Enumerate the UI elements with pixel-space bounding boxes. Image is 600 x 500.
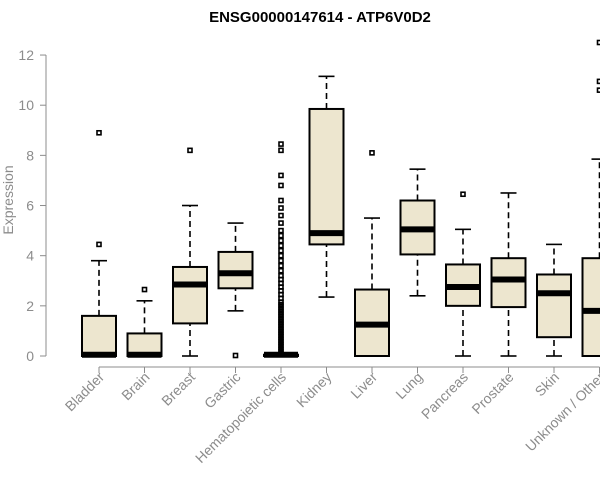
outlier-point [278,262,284,269]
outlier-point [278,205,284,211]
box-iqr [490,257,527,309]
box-iqr [217,250,254,290]
box-group [172,147,208,357]
outlier-point [96,241,102,248]
outlier-point [278,257,284,264]
box-iqr [81,314,117,358]
box-group [536,243,572,357]
outlier-point [278,232,284,239]
x-tick-label: Kidney [293,369,335,411]
x-tick-label: Brain [118,369,152,403]
plot-area [81,39,600,359]
outlier-point [278,227,284,234]
outlier-point [278,272,284,279]
outlier-point [278,147,284,154]
outlier-point [278,252,284,259]
x-tick-label: Skin [532,369,563,400]
box-iqr [581,257,600,357]
y-tick-label: 8 [26,147,34,163]
box-iqr [308,107,345,246]
y-tick-label: 0 [26,348,34,364]
outlier-point [369,150,375,156]
x-tick-label: Gastric [201,369,244,412]
x-tick-label: Unknown / Other [522,369,600,455]
x-tick-label: Prostate [468,369,516,417]
box-group [445,191,481,357]
x-tick-label: Bladder [62,369,108,415]
x-tick-label: Pancreas [418,369,471,422]
y-tick-label: 4 [26,248,34,264]
chart-title: ENSG00000147614 - ATP6V0D2 [209,9,431,26]
outlier-point [278,212,284,219]
outlier-point [278,182,284,189]
box-iqr [536,273,572,339]
outlier-point [96,129,102,136]
y-tick-label: 6 [26,198,34,214]
outlier-point [278,197,284,204]
outlier-point [278,247,284,254]
box-group [126,286,163,358]
y-tick-label: 10 [18,97,34,113]
y-axis: 0 2 4 6 8 10 12 [18,47,47,364]
box-group [399,168,436,297]
box-group [217,222,254,359]
y-tick-label: 2 [26,298,34,314]
outlier-point [141,286,148,293]
outlier-point [278,242,284,249]
outlier-point [278,237,284,244]
outlier-point [232,352,239,359]
box-group [308,75,345,298]
box-group [581,39,600,357]
x-tick-label: Lung [392,369,425,402]
outlier-point [278,172,284,179]
outlier-point [187,147,193,154]
outlier-point [460,191,466,198]
box-group [263,141,299,358]
x-tick-label: Breast [158,369,198,409]
outlier-point [278,220,284,226]
box-group [490,192,527,357]
x-tick-label: Liver [347,369,380,402]
outlier-point [278,141,284,147]
y-tick-label: 12 [18,47,34,63]
y-axis-label: Expression [0,165,16,234]
box-group [81,129,117,358]
box-iqr [172,265,208,325]
box-group [354,150,390,357]
x-tick-label: Hematopoietic cells [192,369,289,466]
outlier-point [278,267,284,274]
